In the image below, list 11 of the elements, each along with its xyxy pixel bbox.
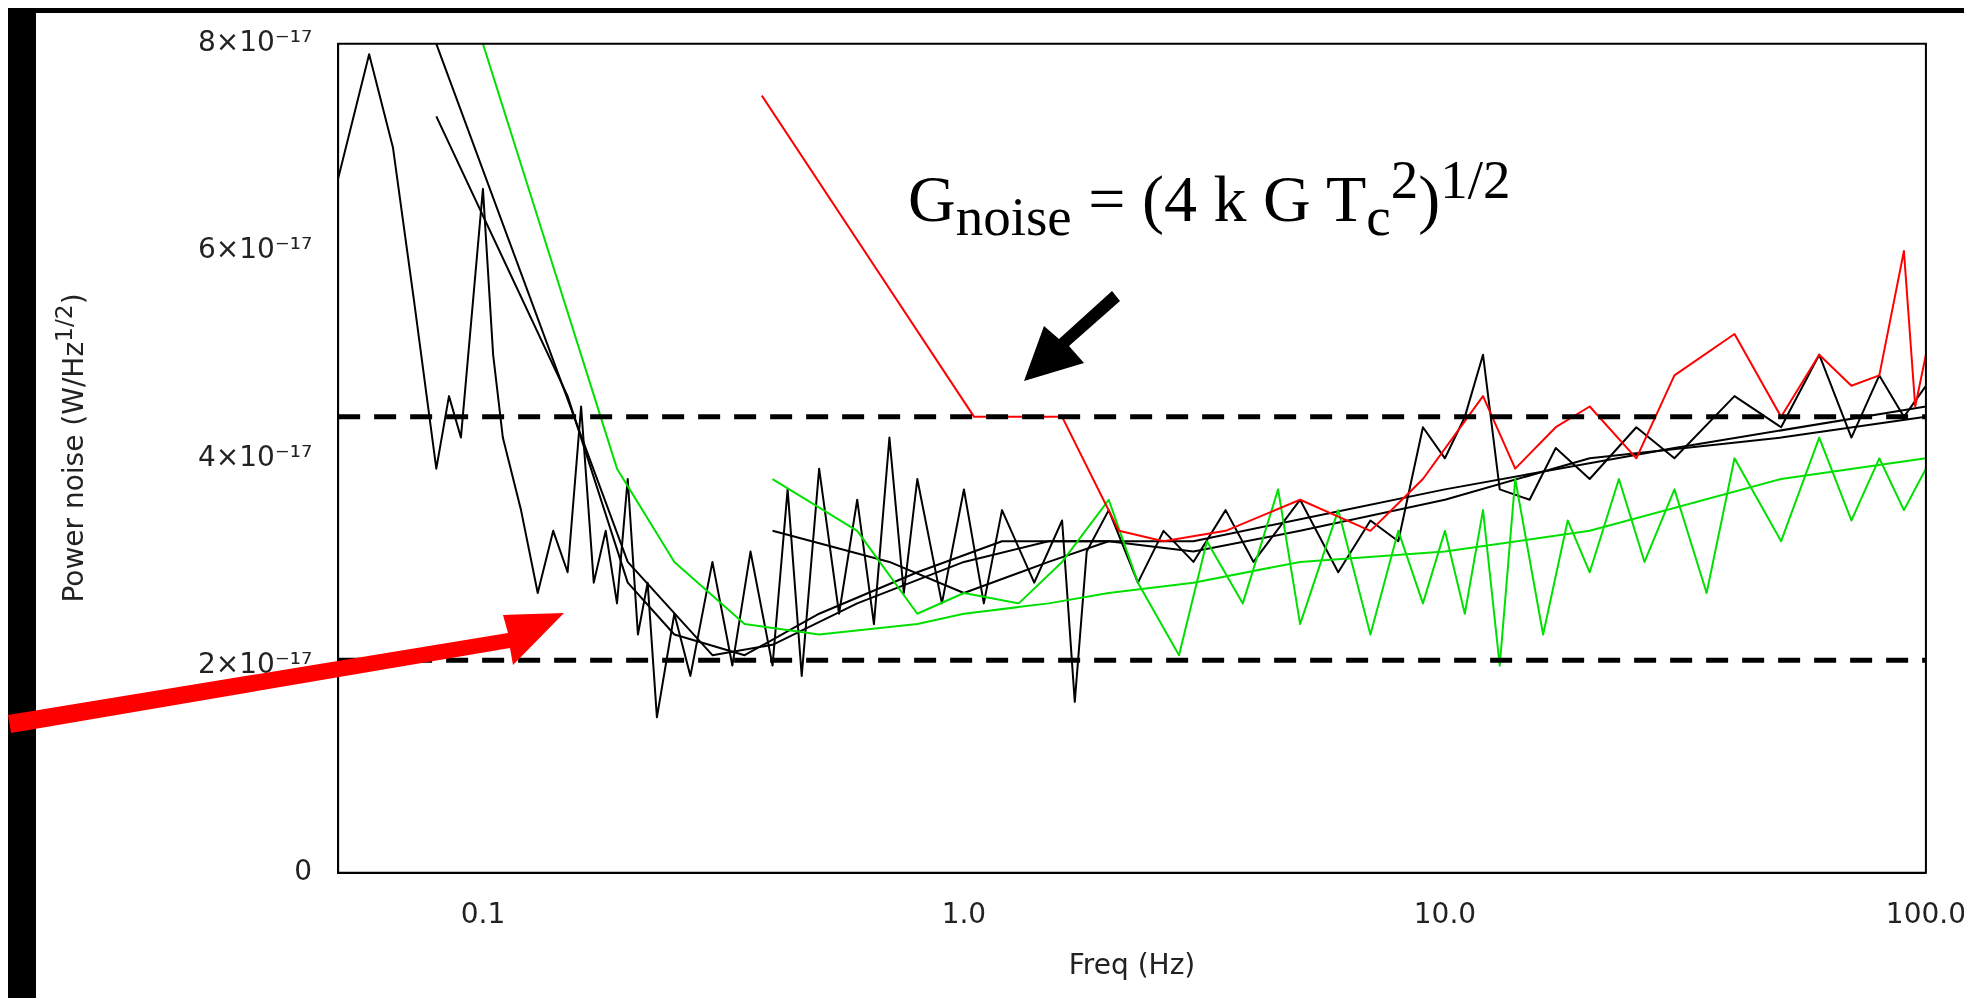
x-tick-label: 100.0 xyxy=(1885,896,1967,930)
y-tick-label: 6×10⁻¹⁷ xyxy=(197,232,313,266)
y-tick-label: 4×10⁻¹⁷ xyxy=(197,439,313,473)
x-tick-label: 1.0 xyxy=(941,896,987,930)
annotation: G$_{noise}$ = (4 k G T$_{c}$$^{2}$)$^{1/2}$ xyxy=(908,148,1511,249)
y-tick-label: 2×10⁻¹⁷ xyxy=(197,646,313,680)
y-tick-label: 8×10⁻¹⁷ xyxy=(197,25,313,59)
x-tick-label: 0.1 xyxy=(460,896,506,930)
x-axis-title: Freq (Hz) xyxy=(1068,948,1196,982)
x-tick-label: 10.0 xyxy=(1413,896,1477,930)
y-tick-label: 0 xyxy=(294,854,313,888)
